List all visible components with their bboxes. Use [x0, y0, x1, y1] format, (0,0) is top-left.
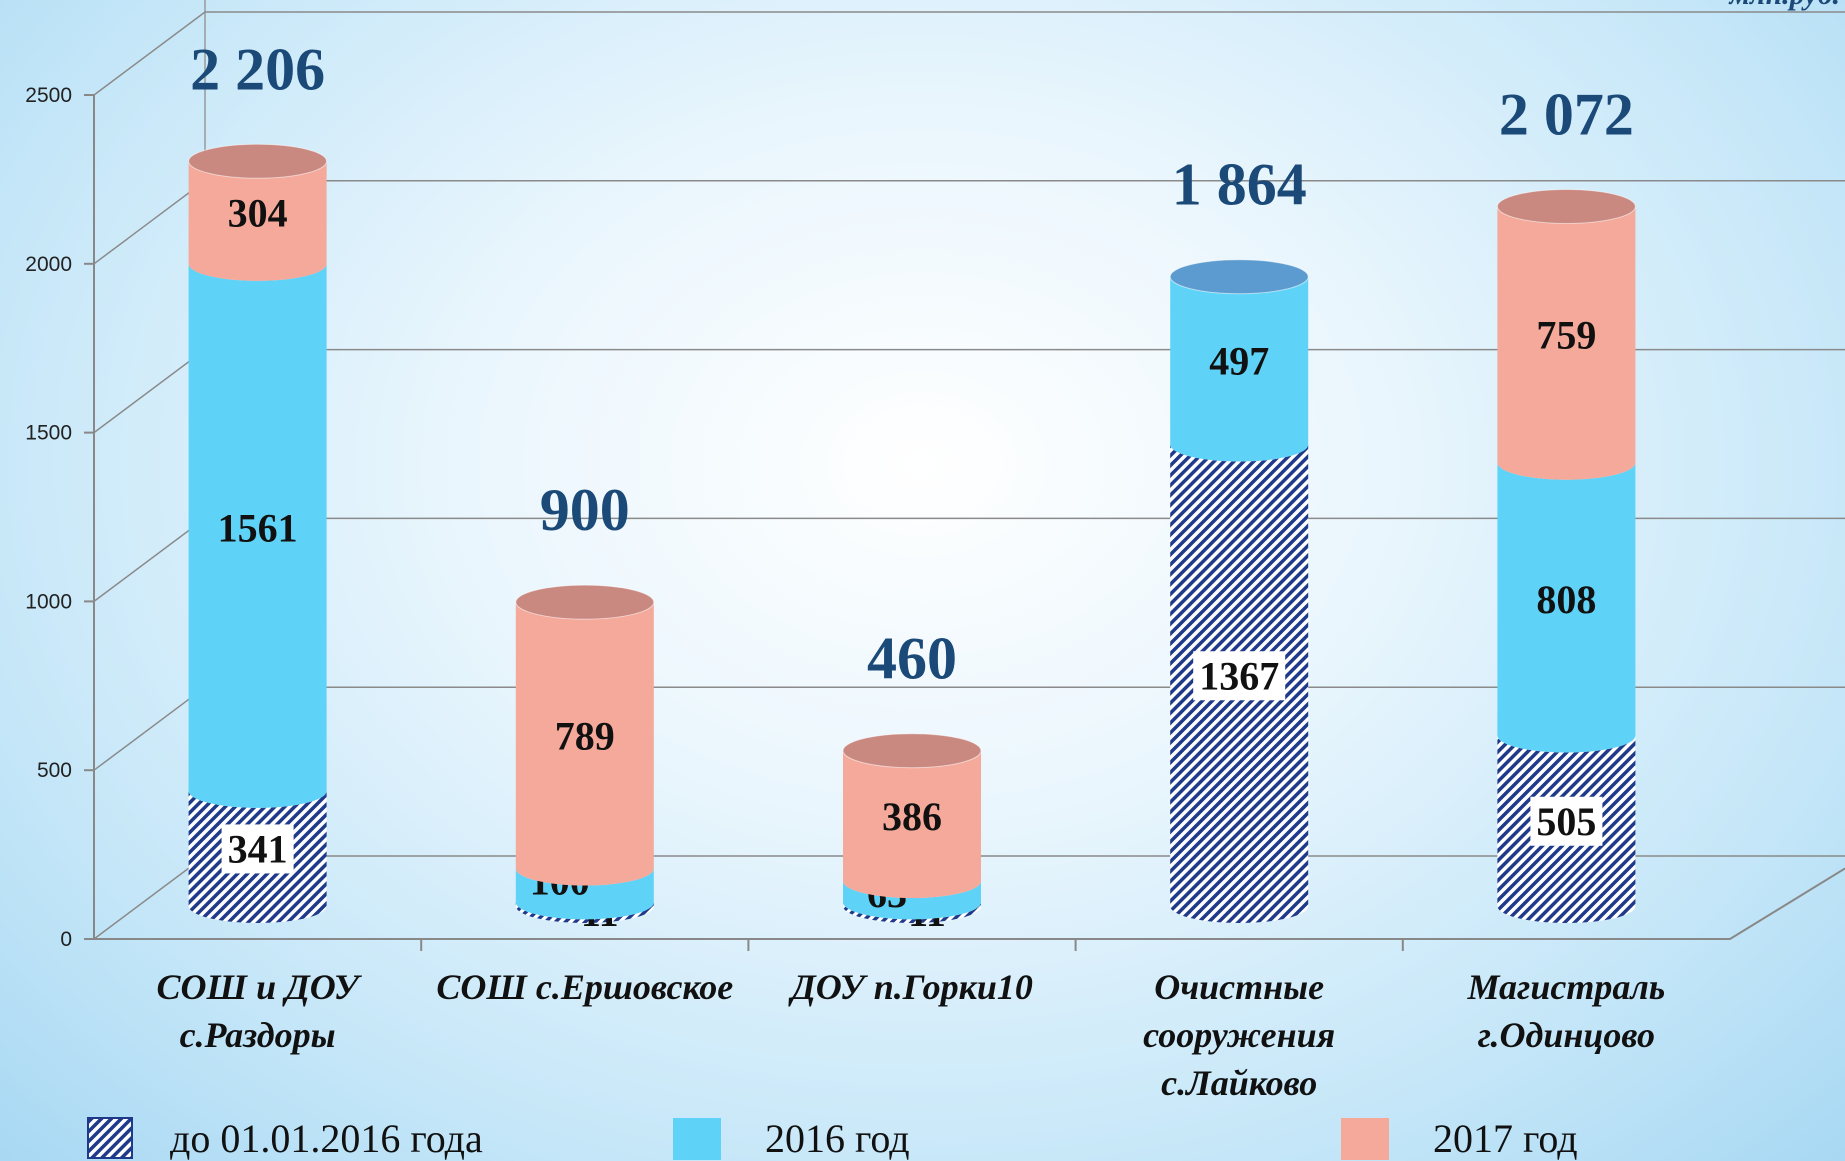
- legend-label: до 01.01.2016 года: [170, 1116, 483, 1161]
- cylinder-top: [1169, 259, 1309, 295]
- value-label: 304: [228, 191, 288, 236]
- cylinder-segment: [188, 161, 327, 281]
- cylinder-segment: [843, 902, 981, 923]
- value-label: 505: [1536, 799, 1596, 844]
- y-tick-label: 500: [37, 759, 72, 782]
- label-box: [1530, 796, 1603, 846]
- x-tick-label: Очистные сооружения с.Лайково: [1143, 967, 1336, 1103]
- total-label: 2 072: [1499, 81, 1634, 147]
- cylinder-segment: [188, 263, 327, 808]
- value-label: 1367: [1199, 653, 1279, 698]
- legend-label: 2017 год: [1433, 1116, 1578, 1161]
- cylinder-segment: [1497, 462, 1636, 753]
- total-label: 460: [867, 626, 957, 692]
- legend-swatch: [1341, 1118, 1389, 1160]
- cylinder-segment: [515, 902, 654, 923]
- floor: [94, 867, 1845, 940]
- value-label: 1561: [218, 505, 298, 550]
- legend-label: 2016 год: [765, 1116, 910, 1161]
- y-tick-label: 1500: [25, 422, 72, 445]
- x-tick-label: ДОУ п.Горки10: [791, 967, 1033, 1007]
- x-tick-label: СОШ с.Ершовское: [436, 967, 734, 1007]
- value-label: 759: [1536, 313, 1596, 358]
- y-tick-label: 2500: [25, 84, 72, 107]
- grid-line: [93, 11, 1845, 96]
- label-box: [1193, 651, 1286, 701]
- cylinder-segment: [843, 750, 981, 899]
- cylinder-segment: [1170, 276, 1309, 462]
- legend-swatch: [673, 1118, 721, 1160]
- total-label: 900: [540, 477, 630, 543]
- cylinder-top: [1496, 188, 1636, 224]
- value-label: 386: [882, 794, 942, 839]
- cylinder-segment: [1497, 206, 1636, 480]
- total-label: 2 206: [190, 36, 325, 102]
- y-tick-label: 0: [60, 928, 72, 951]
- value-label: 341: [228, 826, 288, 871]
- cylinder-segment: [515, 602, 654, 886]
- unit-label: млн.руб.: [1728, 0, 1841, 11]
- total-label: 1 864: [1172, 152, 1307, 218]
- cylinder-top: [515, 584, 655, 620]
- y-tick-label: 2000: [25, 253, 72, 276]
- x-tick-label: СОШ и ДОУ с.Раздоры: [156, 967, 359, 1055]
- legend-swatch: [87, 1117, 133, 1159]
- cylinder-top: [188, 143, 328, 179]
- cylinder-segment: [515, 868, 654, 920]
- y-tick-label: 1000: [25, 590, 72, 613]
- value-label: 789: [555, 713, 615, 758]
- cylinder-segment: [843, 881, 981, 920]
- value-label: 497: [1209, 339, 1269, 384]
- label-box: [221, 824, 294, 874]
- value-label: 808: [1536, 577, 1596, 622]
- cylinder-top: [842, 733, 982, 769]
- x-tick-label: Магистраль г.Одинцово: [1467, 967, 1666, 1055]
